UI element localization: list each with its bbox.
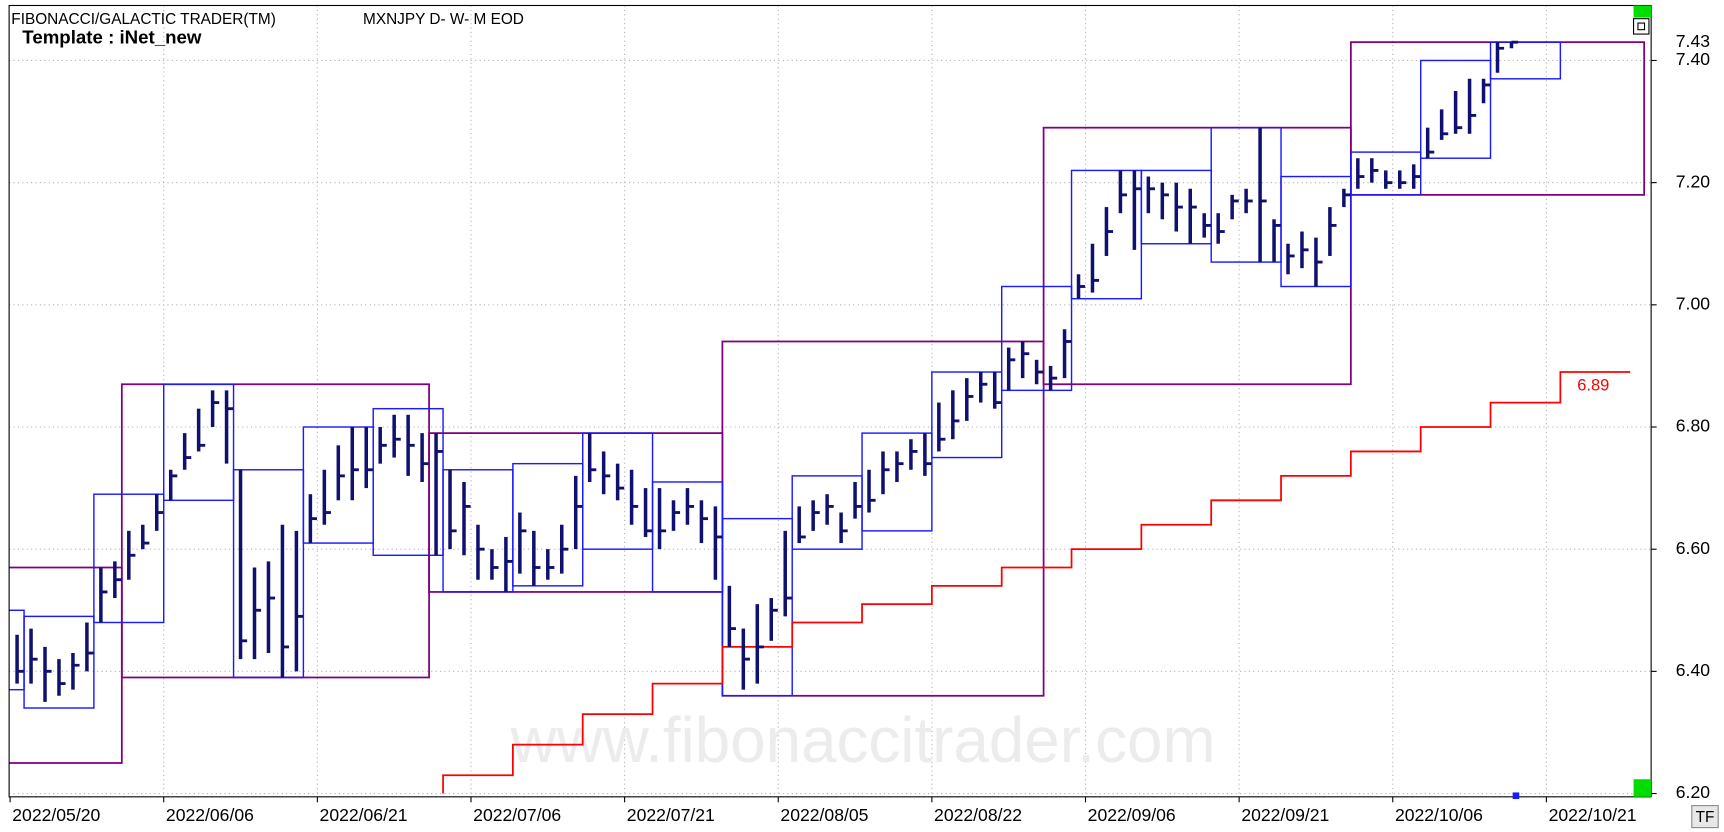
x-tick-label: 2022/08/05 <box>780 805 868 825</box>
corner-icon-inner <box>1637 22 1646 31</box>
x-tick-label: 2022/09/21 <box>1241 805 1329 825</box>
weekly-box <box>1280 175 1352 288</box>
date-marker <box>1512 792 1520 800</box>
weekly-box <box>163 383 235 502</box>
y-tick-label: 7.00 <box>1676 293 1710 313</box>
y-tick-label: 7.40 <box>1676 49 1710 69</box>
plot-frame <box>8 4 1652 798</box>
weekly-box <box>721 517 793 697</box>
x-tick-label: 2022/08/22 <box>934 805 1022 825</box>
corner-icon[interactable] <box>1633 18 1650 35</box>
y-tick-label: 6.20 <box>1676 782 1710 802</box>
x-tick-label: 2022/10/06 <box>1395 805 1483 825</box>
y-tick-label: 6.60 <box>1676 538 1710 558</box>
chart-title: FIBONACCI/GALACTIC TRADER(TM) <box>11 11 276 28</box>
last-price-box <box>1655 32 1722 53</box>
x-tick-label: 2022/10/21 <box>1549 805 1637 825</box>
watermark: www.fibonaccitrader.com <box>510 704 1216 776</box>
y-tick-label: 7.20 <box>1676 171 1710 191</box>
weekly-box <box>23 615 95 709</box>
x-tick-label: 2022/07/06 <box>473 805 561 825</box>
weekly-box <box>1000 285 1073 392</box>
template-label: Template : iNet_new <box>22 26 202 47</box>
weekly-box <box>93 493 165 624</box>
x-tick-label: 2022/05/20 <box>12 805 100 825</box>
tf-button-label[interactable]: TF <box>1696 809 1715 826</box>
weekly-box <box>232 469 305 679</box>
plot-area <box>9 40 1646 794</box>
y-tick-label: 6.80 <box>1676 416 1710 436</box>
weekly-box <box>1350 151 1422 196</box>
x-tick-label: 2022/09/06 <box>1088 805 1176 825</box>
trend-label-box <box>1566 376 1620 397</box>
green-marker <box>1633 779 1652 797</box>
weekly-box <box>931 371 1003 459</box>
x-tick-label: 2022/06/06 <box>166 805 254 825</box>
weekly-box <box>861 432 933 532</box>
weekly-box <box>1489 41 1562 80</box>
y-tick-label: 6.40 <box>1676 660 1710 680</box>
chart-subtitle: MXNJPY D- W- M EOD <box>363 11 524 28</box>
trend-label: 6.89 <box>1577 377 1609 395</box>
weekly-box <box>1419 59 1492 159</box>
trend-line <box>442 371 1631 794</box>
labels: 6.20 6.40 6.60 6.80 7.00 7.20 7.40 2022/05/20 20… <box>9 31 1722 825</box>
last-price-label: 7.43 <box>1676 31 1710 51</box>
green-marker <box>1633 5 1652 18</box>
x-tick-label: 2022/07/21 <box>627 805 715 825</box>
tf-button[interactable] <box>1691 805 1719 829</box>
x-tick-label: 2022/06/21 <box>320 805 408 825</box>
